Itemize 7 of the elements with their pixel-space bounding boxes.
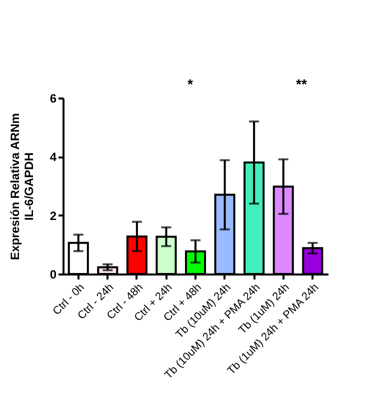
text: ** [296,76,308,92]
y-axis-title: Expresión Relativa ARNm IL-6/GAPDH [8,113,36,260]
y-tick-label: 6 [50,92,57,106]
y-tick-label: 0 [50,268,57,282]
y-tick-label: 2 [50,208,57,223]
text: * [187,76,194,92]
y-tick-label: 4 [50,150,57,164]
